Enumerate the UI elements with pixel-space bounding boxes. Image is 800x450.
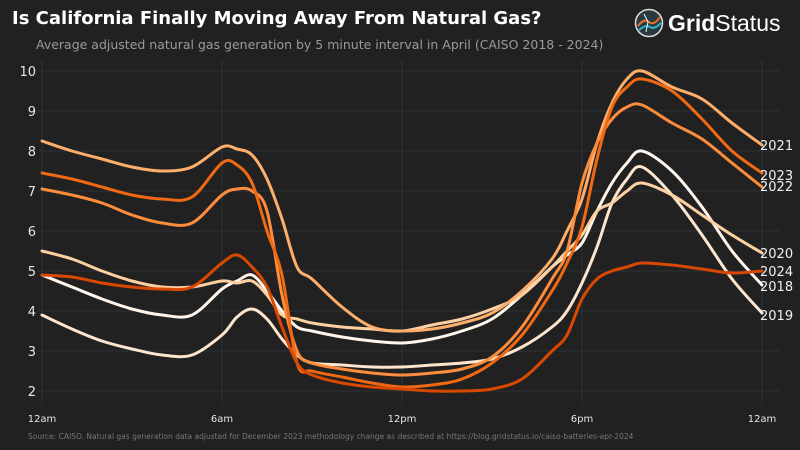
y-tick-label: 6: [28, 225, 36, 240]
x-tick-label: 12pm: [388, 414, 417, 425]
series-line-2021: [40, 69, 764, 333]
y-tick-label: 8: [28, 145, 36, 160]
gridstatus-logo: GridStatus: [634, 8, 781, 38]
series-label-2019: 2019: [760, 309, 793, 324]
x-axis: 12am 6am 12pm 6pm 12am: [28, 414, 777, 425]
y-tick-label: 3: [28, 345, 36, 360]
series-label-2024: 2024: [760, 265, 793, 280]
y-tick-label: 5: [28, 265, 36, 280]
series-line-2019: [40, 165, 764, 369]
y-axis: 2 3 4 5 6 7 8 9 10: [19, 65, 36, 400]
x-tick-label: 12am: [28, 414, 57, 425]
source-note: Source: CAISO. Natural gas generation da…: [28, 432, 634, 441]
y-tick-label: 10: [19, 65, 36, 80]
series-lines: [40, 69, 764, 393]
series-line-2023: [40, 77, 764, 389]
series-label-2020: 2020: [760, 247, 793, 262]
series-label-2021: 2021: [760, 139, 793, 154]
y-tick-label: 7: [28, 185, 36, 200]
chart-subtitle: Average adjusted natural gas generation …: [36, 37, 604, 52]
x-tick-label: 6pm: [571, 414, 593, 425]
globe-logo-icon: [634, 8, 664, 38]
logo-text-bold: Grid: [668, 9, 716, 36]
series-label-2022: 2022: [760, 180, 793, 195]
chart-title: Is California Finally Moving Away From N…: [12, 8, 542, 29]
series-line-2024: [40, 253, 764, 393]
y-tick-label: 4: [28, 305, 36, 320]
series-line-2018: [40, 149, 764, 345]
x-tick-label: 12am: [748, 414, 777, 425]
y-tick-label: 9: [28, 105, 36, 120]
x-tick-label: 6am: [211, 414, 233, 425]
logo-text-light: Status: [715, 9, 781, 36]
series-label-2018: 2018: [760, 280, 793, 295]
series-label-2023: 2023: [760, 169, 793, 184]
series-line-2022: [40, 102, 764, 377]
y-tick-label: 2: [28, 385, 36, 400]
